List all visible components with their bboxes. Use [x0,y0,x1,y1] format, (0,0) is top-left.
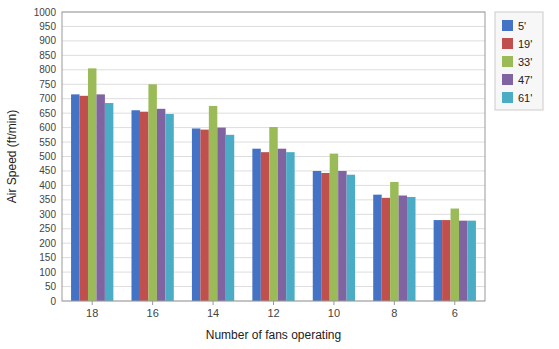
grid-line [62,69,485,70]
bar [338,171,346,301]
bar [321,173,329,301]
grid-line [62,84,485,85]
grid [62,12,485,301]
x-tick-label: 16 [147,307,159,319]
x-tick [92,301,93,305]
bar [217,128,225,301]
grid-line [62,98,485,99]
bar [434,220,442,301]
bar [131,110,139,301]
x-tick [394,301,395,305]
legend: 5' 19' 33' 47' 61' [495,12,543,110]
y-tick-label: 100 [39,267,56,278]
bar [261,152,269,301]
y-tick-label: 400 [39,180,56,191]
legend-label: 19' [518,38,532,50]
bar [330,154,338,301]
x-tick-label: 6 [452,307,458,319]
y-tick-label: 1000 [34,7,57,18]
grid-line [62,26,485,27]
y-tick-label: 500 [39,151,56,162]
x-tick [213,301,214,305]
bar [80,96,88,301]
bar [459,221,467,301]
y-tick-label: 300 [39,209,56,220]
y-tick-label: 800 [39,64,56,75]
legend-box [495,12,543,110]
x-tick [454,301,455,305]
bar [96,94,104,301]
bar [286,152,294,301]
legend-label: 33' [518,56,532,68]
y-axis-label: Air Speed (ft/min) [5,110,19,203]
y-tick-label: 0 [50,296,56,307]
bar [88,68,96,301]
bar [467,221,475,301]
bar [200,130,208,301]
bar [209,106,217,301]
bar [165,114,173,301]
bar [382,198,390,301]
x-tick [152,301,153,305]
legend-swatch [502,56,513,67]
y-tick-label: 450 [39,165,56,176]
bar [192,128,200,301]
x-axis-label: Number of fans operating [206,328,341,342]
bar [390,182,398,301]
y-tick-label: 550 [39,137,56,148]
y-tick-label: 50 [45,281,57,292]
legend-label: 5' [518,20,526,32]
bar [269,127,277,301]
grid-line [62,40,485,41]
bar [105,103,113,301]
y-tick-label: 750 [39,79,56,90]
y-tick-label: 350 [39,194,56,205]
y-tick-label: 200 [39,238,56,249]
plot-frame [62,12,485,301]
bar [313,171,321,301]
y-tick-label: 950 [39,21,56,32]
bar [157,109,165,301]
legend-label: 47' [518,74,532,86]
y-axis: 0 50 100 150 200 250 300 350 400 450 500 550 600 650 7… [34,7,57,307]
y-tick-label: 600 [39,122,56,133]
bar [399,196,407,301]
x-tick-label: 10 [328,307,340,319]
x-tick-label: 18 [86,307,98,319]
x-tick-label: 12 [267,307,279,319]
bar [140,112,148,301]
grid-line [62,55,485,56]
x-tick [333,301,334,305]
legend-swatch [502,74,513,85]
y-tick-label: 650 [39,108,56,119]
y-tick-label: 250 [39,223,56,234]
legend-swatch [502,38,513,49]
legend-swatch [502,20,513,31]
bar [373,195,381,301]
bar [451,209,459,301]
bar [442,220,450,301]
bar [252,149,260,301]
bar [226,135,234,301]
bar [278,149,286,301]
legend-label: 61' [518,92,532,104]
x-axis: 18 16 14 12 10 8 6 [86,301,458,319]
grid-line [62,113,485,114]
y-tick-label: 850 [39,50,56,61]
bar [148,84,156,301]
bar [407,197,415,301]
x-tick-label: 14 [207,307,219,319]
bar [71,94,79,301]
legend-swatch [502,92,513,103]
y-tick-label: 700 [39,93,56,104]
x-tick [273,301,274,305]
y-tick-label: 900 [39,35,56,46]
x-tick-label: 8 [391,307,397,319]
y-tick-label: 150 [39,252,56,263]
chart: 0 50 100 150 200 250 300 350 400 450 500 550 600 650 7… [0,0,559,349]
bars [71,68,476,301]
bar [347,175,355,301]
